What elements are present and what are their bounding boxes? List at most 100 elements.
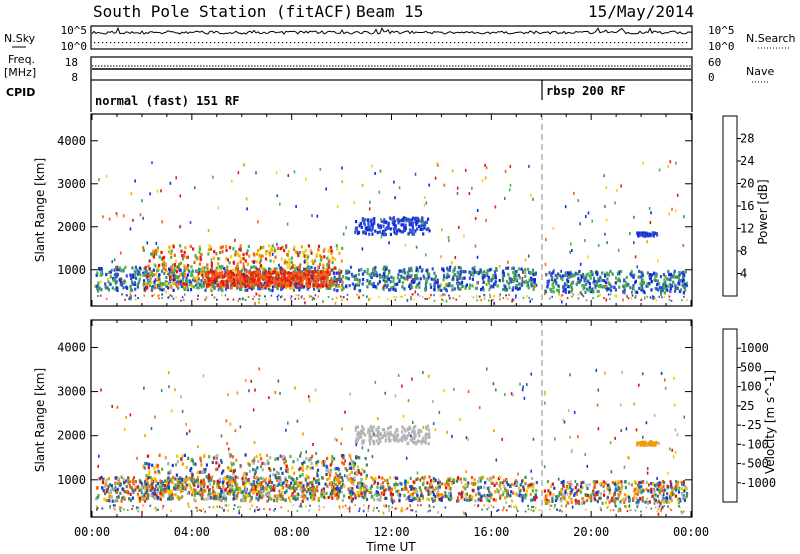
- echo-cell: [286, 485, 289, 489]
- echo-cell: [678, 271, 681, 275]
- echo-cell: [595, 283, 599, 288]
- echo-cell: [477, 491, 480, 495]
- echo-cell: [333, 266, 336, 270]
- echo-cell: [517, 287, 520, 291]
- echo-cell: [197, 484, 200, 489]
- echo-cell: [487, 283, 489, 287]
- echo-cell: [200, 285, 203, 289]
- echo-cell: [336, 474, 339, 478]
- echo-cell: [232, 469, 236, 473]
- echo-cell: [434, 486, 437, 490]
- echo-cell: [199, 481, 203, 485]
- echo-cell: [228, 261, 231, 265]
- echo-cell: [357, 283, 360, 287]
- echo-cell: [281, 456, 284, 460]
- echo-cell: [588, 286, 591, 290]
- echo-cell: [306, 287, 309, 291]
- echo-cell: [317, 287, 320, 291]
- echo-cell: [655, 274, 658, 278]
- echo-cell: [649, 277, 652, 281]
- echo-cell: [447, 235, 450, 239]
- echo-cell: [587, 211, 590, 215]
- echo-cell: [422, 296, 424, 299]
- noise-search-dot: [222, 42, 224, 44]
- echo-cell: [456, 499, 459, 503]
- echo-cell: [152, 268, 155, 272]
- echo-cell: [614, 288, 617, 292]
- echo-cell: [683, 282, 687, 286]
- echo-cell: [327, 286, 330, 290]
- echo-cell: [215, 494, 218, 499]
- echo-cell: [403, 481, 407, 485]
- echo-cell: [368, 232, 371, 236]
- echo-cell: [146, 485, 149, 489]
- echo-cell: [411, 285, 414, 289]
- echo-cell: [682, 270, 685, 274]
- echo-cell: [181, 272, 184, 276]
- echo-cell: [196, 475, 200, 480]
- echo-cell: [307, 278, 311, 282]
- echo-cell: [169, 469, 172, 474]
- echo-cell: [205, 270, 208, 274]
- echo-cell: [311, 488, 314, 492]
- echo-cell: [325, 286, 328, 290]
- noise-search-dot: [390, 42, 392, 44]
- echo-cell: [330, 268, 333, 272]
- echo-cell: [390, 487, 393, 491]
- echo-cell: [428, 486, 431, 490]
- echo-cell: [579, 291, 582, 295]
- noise-search-dot: [674, 42, 676, 44]
- echo-cell: [646, 284, 650, 288]
- echo-cell: [405, 436, 408, 440]
- noise-search-dot: [686, 42, 688, 44]
- echo-cell: [345, 475, 349, 479]
- echo-cell: [278, 263, 280, 267]
- echo-cell: [409, 476, 412, 480]
- echo-cell: [393, 219, 396, 223]
- echo-cell: [484, 481, 487, 485]
- echo-cell: [626, 294, 628, 297]
- echo-cell: [147, 264, 150, 268]
- echo-cell: [336, 289, 339, 293]
- echo-cell: [352, 480, 355, 484]
- echo-cell: [393, 180, 395, 184]
- echo-cell: [265, 252, 268, 256]
- echo-cell: [151, 287, 154, 291]
- echo-cell: [241, 268, 244, 272]
- echo-cell: [172, 245, 175, 249]
- echo-cell: [258, 253, 261, 257]
- echo-cell: [427, 492, 430, 496]
- echo-cell: [434, 494, 437, 499]
- echo-cell: [233, 475, 236, 479]
- echo-cell: [370, 495, 373, 499]
- noise-tick-high-right: 10^5: [708, 24, 735, 37]
- echo-cell: [588, 274, 591, 278]
- echo-cell: [245, 274, 248, 278]
- echo-cell: [265, 487, 268, 491]
- echo-cell: [528, 296, 530, 299]
- echo-cell: [494, 273, 497, 277]
- echo-cell: [349, 265, 353, 269]
- echo-cell: [379, 497, 382, 501]
- echo-cell: [235, 496, 238, 501]
- echo-cell: [162, 493, 165, 498]
- echo-cell: [452, 480, 455, 484]
- echo-cell: [483, 274, 486, 278]
- echo-cell: [517, 273, 520, 277]
- echo-cell: [288, 257, 291, 261]
- echo-cell: [448, 274, 451, 278]
- echo-cell: [417, 428, 420, 432]
- echo-cell: [160, 285, 163, 289]
- echo-cell: [614, 281, 617, 285]
- echo-cell: [156, 490, 159, 494]
- echo-cell: [174, 259, 177, 263]
- echo-cell: [188, 490, 191, 495]
- echo-cell: [478, 295, 481, 298]
- echo-cell: [383, 270, 386, 274]
- echo-cell: [203, 274, 206, 278]
- echo-cell: [444, 288, 447, 292]
- echo-cell: [335, 244, 338, 248]
- echo-cell: [164, 456, 167, 460]
- echo-cell: [273, 467, 276, 472]
- echo-cell: [306, 268, 309, 273]
